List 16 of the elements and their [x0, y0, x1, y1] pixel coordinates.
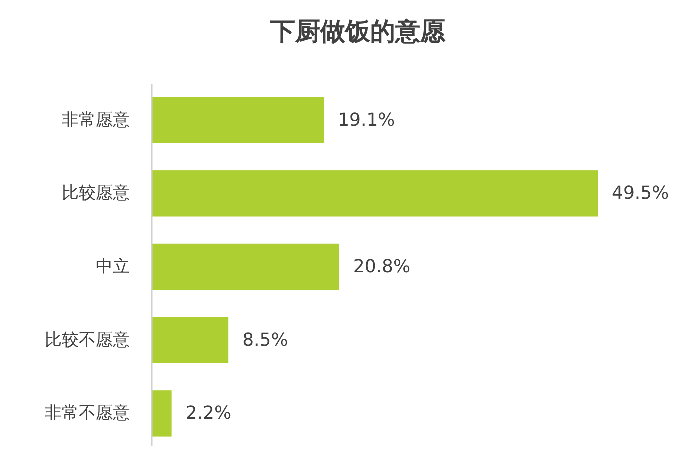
y-tick-label: 中立	[96, 257, 130, 277]
data-label: 49.5%	[612, 183, 670, 204]
data-label: 2.2%	[186, 403, 232, 424]
data-label: 20.8%	[353, 256, 411, 278]
y-tick-label: 非常不愿意	[45, 404, 130, 424]
bar	[152, 317, 229, 364]
data-label: 8.5%	[242, 330, 288, 351]
bar	[152, 170, 598, 217]
bar	[152, 244, 340, 290]
y-tick-label: 非常愿意	[62, 110, 130, 130]
data-label: 19.1%	[338, 110, 396, 131]
y-tick-label: 比较愿意	[62, 184, 130, 204]
bar	[152, 97, 324, 144]
bar	[152, 390, 172, 437]
y-tick-label: 比较不愿意	[45, 330, 130, 350]
chart-title: 下厨做饭的意愿	[270, 17, 446, 46]
